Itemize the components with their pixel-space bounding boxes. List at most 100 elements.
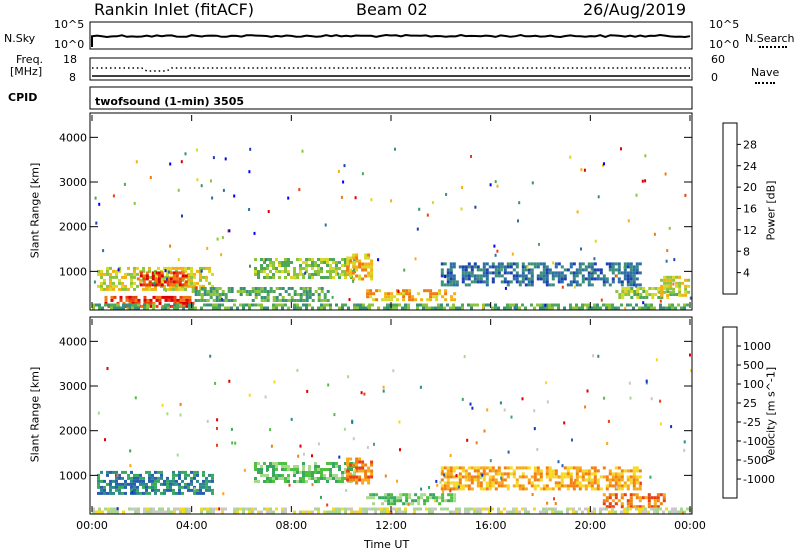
heatmap-cell (614, 496, 618, 500)
heatmap-cell (581, 484, 585, 488)
heatmap-cell (122, 303, 125, 307)
heatmap-cell (242, 290, 246, 293)
heatmap-cell (154, 283, 158, 287)
heatmap-cell (632, 466, 636, 470)
heatmap-cell (387, 496, 391, 500)
heatmap-cell (202, 470, 205, 474)
heatmap-cell (331, 295, 334, 299)
heatmap-cell (671, 507, 674, 511)
heatmap-cell (395, 507, 398, 511)
heatmap-cell (590, 472, 594, 476)
heatmap-cell (614, 478, 618, 482)
heatmap-cell (485, 283, 489, 287)
heatmap-cell (338, 477, 341, 480)
heatmap-cell (526, 266, 529, 269)
heatmap-cell (642, 296, 646, 299)
heatmap-cell (195, 148, 198, 152)
heatmap-cell (449, 274, 453, 278)
heatmap-cell (199, 272, 202, 276)
heatmap-cell (133, 201, 136, 205)
heatmap-cell (128, 295, 132, 299)
heatmap-cell (515, 262, 519, 266)
heatmap-cell (666, 293, 670, 297)
heatmap-cell (305, 510, 308, 514)
heatmap-cell (485, 262, 489, 266)
heatmap-cell (473, 277, 477, 281)
heatmap-cell (452, 274, 456, 278)
heatmap-cell (221, 510, 224, 514)
heatmap-cell (323, 258, 326, 261)
heatmap-cell (449, 271, 453, 275)
heatmap-cell (100, 488, 103, 492)
heatmap-cell (677, 303, 680, 307)
heatmap-cell (166, 482, 169, 486)
heatmap-cell (221, 303, 224, 307)
heatmap-cell (190, 269, 193, 273)
heatmap-cell (160, 476, 163, 480)
heatmap-cell (178, 277, 182, 281)
heatmap-cell (349, 268, 353, 272)
heatmap-cell (290, 276, 293, 279)
heatmap-cell (191, 303, 194, 307)
heatmap-cell (346, 259, 350, 263)
heatmap-cell (479, 481, 483, 485)
heatmap-cell (666, 287, 670, 291)
heatmap-cell (209, 290, 213, 293)
heatmap-cell (440, 306, 443, 310)
heatmap-cell (420, 487, 423, 491)
heatmap-cell (281, 296, 285, 299)
heatmap-cell (178, 266, 181, 270)
heatmap-cell (414, 257, 417, 261)
heatmap-cell (503, 271, 507, 275)
heatmap-cell (136, 284, 139, 288)
heatmap-cell (305, 299, 309, 302)
heatmap-cell (208, 479, 211, 483)
heatmap-cell (561, 285, 564, 289)
heatmap-cell (227, 290, 231, 293)
heatmap-cell (503, 507, 506, 511)
heatmap-cell (104, 301, 108, 305)
heatmap-cell (367, 475, 371, 479)
heatmap-cell (172, 476, 175, 480)
heatmap-cell (423, 289, 427, 293)
heatmap-cell (470, 478, 474, 482)
heatmap-cell (142, 476, 145, 480)
heatmap-cell (302, 273, 305, 276)
heatmap-cell (587, 472, 591, 476)
heatmap-cell (269, 261, 272, 264)
heatmap-cell (617, 484, 621, 488)
heatmap-cell (593, 262, 597, 266)
heatmap-cell (383, 507, 386, 511)
heatmap-cell (399, 499, 403, 503)
heatmap-cell (269, 428, 272, 432)
heatmap-cell (623, 277, 627, 281)
heatmap-cell (518, 510, 521, 514)
heatmap-cell (169, 162, 172, 166)
heatmap-cell (372, 502, 376, 506)
heatmap-cell (587, 271, 591, 275)
heatmap-cell (626, 283, 630, 287)
heatmap-cell (506, 303, 509, 307)
heatmap-cell (569, 507, 572, 511)
heatmap-cell (641, 505, 645, 509)
heatmap-cell (326, 299, 330, 302)
heatmap-cell (175, 271, 179, 275)
heatmap-cell (143, 298, 147, 302)
heatmap-cell (614, 262, 618, 266)
heatmap-cell (593, 475, 597, 479)
heatmap-cell (396, 298, 400, 302)
heatmap-cell (337, 169, 340, 173)
heatmap-cell (539, 262, 543, 266)
heatmap-cell (551, 507, 554, 511)
heatmap-cell (355, 268, 359, 272)
heatmap-cell (672, 278, 676, 282)
heatmap-cell (548, 271, 552, 275)
heatmap-cell (503, 484, 507, 488)
heatmap-cell (686, 507, 689, 511)
heatmap-cell (467, 510, 470, 514)
heatmap-cell (326, 276, 329, 279)
heatmap-cell (151, 287, 154, 291)
heatmap-cell (143, 301, 147, 305)
heatmap-cell (335, 465, 338, 468)
heatmap-cell (203, 290, 207, 293)
